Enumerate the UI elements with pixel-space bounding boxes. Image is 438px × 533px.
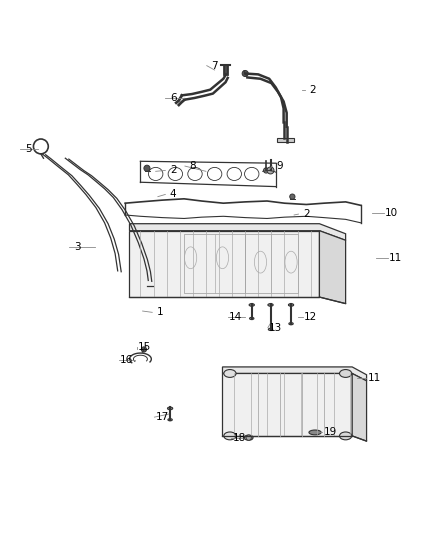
Polygon shape — [277, 138, 293, 142]
Text: 16: 16 — [120, 356, 133, 365]
Circle shape — [264, 168, 269, 173]
Text: 7: 7 — [211, 61, 218, 71]
Circle shape — [144, 165, 150, 171]
Circle shape — [290, 194, 295, 199]
Ellipse shape — [224, 369, 236, 377]
Ellipse shape — [339, 432, 352, 440]
Text: 18: 18 — [233, 433, 246, 442]
Ellipse shape — [288, 304, 293, 306]
Circle shape — [246, 435, 251, 440]
Ellipse shape — [168, 418, 172, 421]
Ellipse shape — [224, 432, 236, 440]
Text: 12: 12 — [304, 312, 317, 322]
Circle shape — [141, 347, 147, 352]
Ellipse shape — [167, 407, 173, 410]
Text: 11: 11 — [367, 373, 381, 383]
Circle shape — [267, 167, 274, 174]
Ellipse shape — [250, 317, 254, 320]
Ellipse shape — [268, 328, 273, 330]
Text: 4: 4 — [170, 189, 177, 199]
Text: 19: 19 — [324, 427, 337, 438]
Ellipse shape — [309, 430, 321, 435]
Polygon shape — [352, 374, 367, 441]
Ellipse shape — [289, 322, 293, 325]
Text: 13: 13 — [269, 322, 283, 333]
Polygon shape — [319, 231, 346, 304]
Text: 15: 15 — [138, 342, 152, 352]
Ellipse shape — [339, 369, 352, 377]
Ellipse shape — [244, 435, 253, 440]
Polygon shape — [223, 374, 352, 436]
Text: 2: 2 — [310, 85, 316, 95]
Text: 2: 2 — [170, 165, 177, 175]
Text: 17: 17 — [155, 412, 169, 422]
Circle shape — [147, 280, 152, 286]
Text: 3: 3 — [74, 242, 81, 252]
Ellipse shape — [139, 290, 150, 295]
Polygon shape — [130, 224, 346, 240]
Text: 10: 10 — [385, 208, 398, 218]
Text: 8: 8 — [190, 161, 196, 171]
Text: 9: 9 — [277, 161, 283, 171]
Text: 11: 11 — [389, 253, 403, 263]
Text: 1: 1 — [157, 308, 163, 317]
Text: 14: 14 — [229, 312, 242, 322]
Circle shape — [242, 70, 248, 77]
Polygon shape — [223, 367, 367, 381]
Ellipse shape — [249, 304, 254, 306]
Text: 5: 5 — [25, 143, 32, 154]
Polygon shape — [130, 231, 319, 297]
Ellipse shape — [268, 304, 273, 306]
Text: 6: 6 — [170, 93, 177, 103]
Text: 2: 2 — [303, 209, 310, 219]
